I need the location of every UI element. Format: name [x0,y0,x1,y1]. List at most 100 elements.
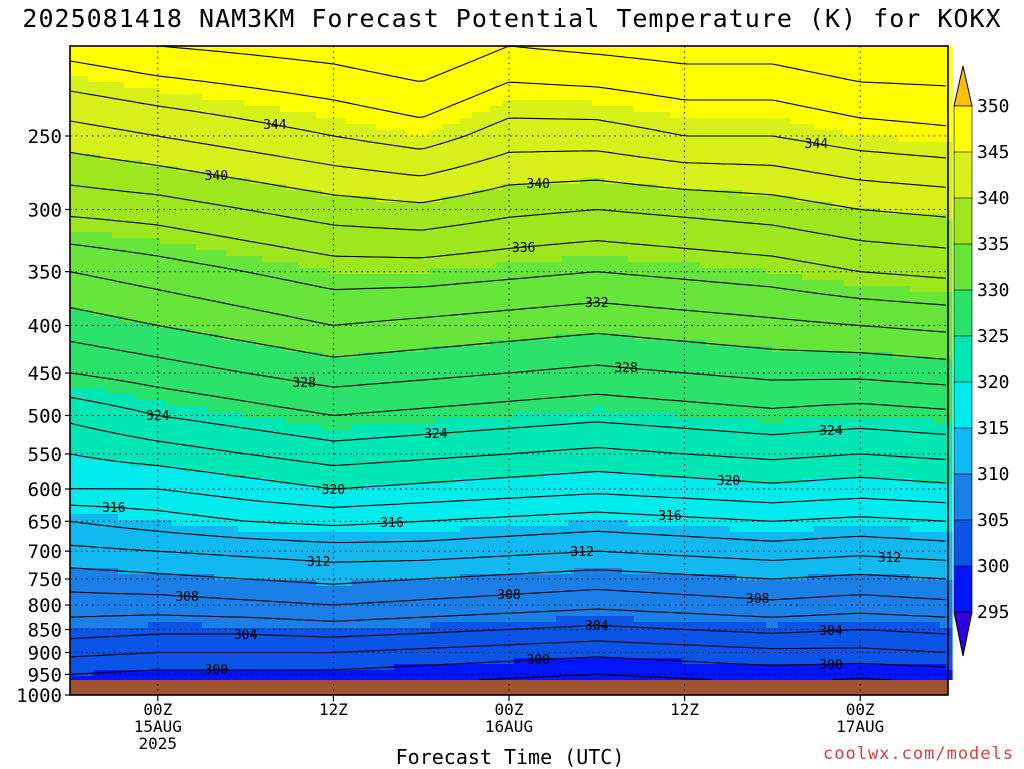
theta-cell [208,310,215,317]
theta-cell [190,556,197,563]
theta-cell [310,514,317,521]
theta-cell [208,286,215,293]
theta-cell [244,124,251,131]
theta-cell [118,310,125,317]
theta-cell [130,52,137,59]
theta-cell [208,400,215,407]
theta-cell [268,220,275,227]
theta-cell [94,478,101,485]
theta-cell [340,154,347,161]
theta-cell [316,100,323,107]
theta-cell [244,178,251,185]
theta-cell [136,226,143,233]
theta-cell [268,592,275,599]
theta-cell [100,46,107,53]
theta-cell [76,418,83,425]
theta-cell [214,490,221,497]
theta-cell [256,466,263,473]
theta-cell [226,124,233,131]
theta-cell [76,172,83,179]
theta-cell [130,154,137,161]
theta-cell [274,340,281,347]
theta-cell [238,352,245,359]
theta-cell [346,82,353,89]
theta-cell [244,478,251,485]
theta-cell [304,568,311,575]
theta-cell [94,76,101,83]
theta-cell [208,676,215,680]
theta-cell [226,676,233,680]
theta-cell [118,382,125,389]
theta-cell [142,472,149,479]
theta-cell [136,640,143,647]
theta-cell [244,358,251,365]
theta-cell [76,532,83,539]
theta-cell [346,490,353,497]
theta-cell [262,526,269,533]
theta-cell [130,262,137,269]
theta-cell [226,430,233,437]
theta-cell [178,652,185,659]
theta-cell [190,196,197,203]
theta-cell [118,208,125,215]
theta-cell [214,562,221,569]
theta-cell [196,358,203,365]
theta-cell [214,82,221,89]
theta-cell [334,64,341,71]
theta-cell [280,58,287,65]
theta-cell [304,442,311,449]
theta-cell [196,322,203,329]
theta-cell [202,496,209,503]
theta-cell [226,112,233,119]
theta-cell [196,376,203,383]
theta-cell [214,244,221,251]
theta-cell [118,70,125,77]
theta-cell [178,190,185,197]
theta-cell [334,484,341,491]
theta-cell [334,406,341,413]
theta-cell [304,562,311,569]
theta-cell [196,328,203,335]
theta-cell [154,76,161,83]
theta-cell [148,526,155,533]
theta-cell [226,310,233,317]
theta-cell [244,208,251,215]
theta-cell [112,220,119,227]
theta-cell [346,622,353,629]
theta-cell [220,376,227,383]
theta-cell [118,166,125,173]
theta-cell [184,130,191,137]
theta-cell [88,340,95,347]
theta-cell [76,430,83,437]
theta-cell [88,130,95,137]
theta-cell [250,514,257,521]
theta-cell [166,430,173,437]
theta-cell [118,658,125,665]
theta-cell [232,574,239,581]
theta-cell [262,580,269,587]
theta-cell [100,220,107,227]
theta-cell [160,220,167,227]
theta-cell [148,430,155,437]
theta-cell [196,652,203,659]
theta-cell [136,676,143,680]
theta-cell [70,646,77,653]
theta-cell [322,178,329,185]
theta-cell [304,94,311,101]
theta-cell [280,436,287,443]
theta-cell [208,316,215,323]
theta-cell [286,496,293,503]
theta-cell [328,598,335,605]
theta-cell [130,538,137,545]
theta-cell [328,58,335,65]
theta-cell [100,472,107,479]
theta-cell [346,292,353,299]
theta-cell [154,478,161,485]
theta-cell [310,466,317,473]
theta-cell [88,364,95,371]
theta-cell [70,562,77,569]
theta-cell [292,316,299,323]
theta-cell [244,376,251,383]
theta-cell [184,190,191,197]
theta-cell [346,256,353,263]
